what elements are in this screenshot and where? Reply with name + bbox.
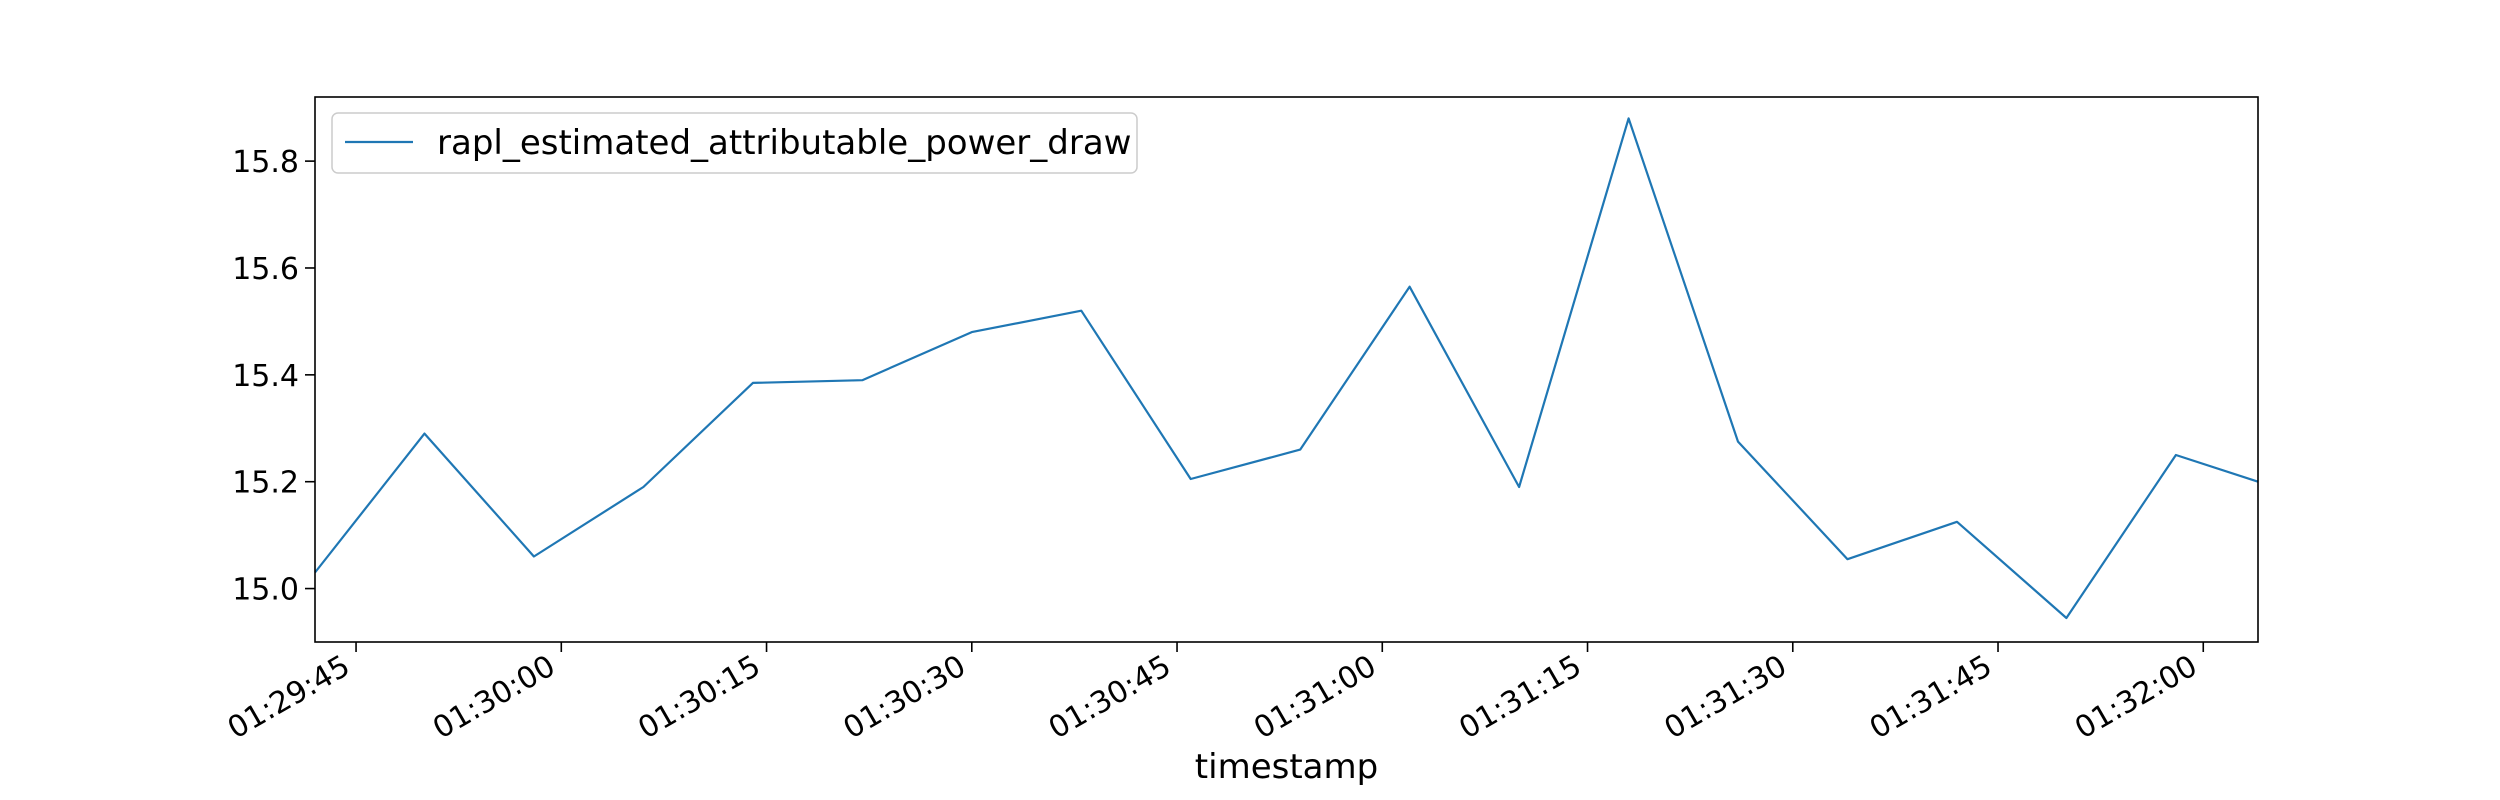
x-tick-label: 01:29:45 [222, 649, 356, 747]
x-tick-label: 01:30:45 [1043, 649, 1177, 747]
y-tick-label: 15.6 [232, 252, 299, 287]
x-tick-label: 01:30:15 [632, 649, 766, 747]
legend: rapl_estimated_attributable_power_draw [331, 112, 1138, 174]
x-tick-label: 01:31:00 [1248, 649, 1382, 747]
y-tick-label: 15.0 [232, 573, 299, 608]
legend-box [331, 112, 1138, 174]
x-tick-label: 01:31:30 [1659, 649, 1793, 747]
x-axis-ticks: 01:29:45 01:30:00 01:30:15 01:30:30 01:30:45… [222, 642, 2205, 747]
series-layer [314, 117, 2259, 620]
y-tick-label: 15.4 [232, 359, 299, 394]
y-tick-label: 15.2 [232, 466, 299, 501]
legend-label: rapl_estimated_attributable_power_draw [437, 123, 1132, 163]
y-axis-ticks: 15.0 15.2 15.4 15.6 15.8 [232, 145, 315, 608]
x-tick-label: 01:30:30 [838, 649, 972, 747]
x-tick-label: 01:30:00 [427, 649, 561, 747]
x-tick-label: 01:32:00 [2069, 649, 2203, 747]
plot-area-frame [314, 96, 2259, 643]
y-tick-label: 15.8 [232, 145, 299, 180]
x-axis-title: timestamp [1195, 747, 1378, 787]
x-tick-label: 01:31:15 [1453, 649, 1587, 747]
x-tick-label: 01:31:45 [1864, 649, 1998, 747]
series-line [314, 117, 2259, 620]
